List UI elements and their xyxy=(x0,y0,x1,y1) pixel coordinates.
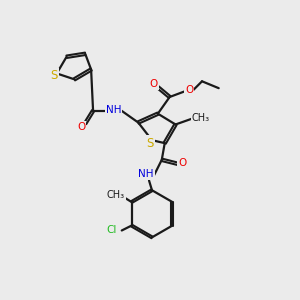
Text: Cl: Cl xyxy=(107,226,117,236)
Text: S: S xyxy=(50,69,58,82)
Text: NH: NH xyxy=(138,169,154,178)
Text: O: O xyxy=(178,158,187,168)
Text: NH: NH xyxy=(106,105,122,115)
Text: S: S xyxy=(146,136,154,150)
Text: O: O xyxy=(185,85,194,95)
Text: O: O xyxy=(77,122,86,132)
Text: CH₃: CH₃ xyxy=(192,112,210,123)
Text: CH₃: CH₃ xyxy=(107,190,125,200)
Text: O: O xyxy=(150,79,158,89)
